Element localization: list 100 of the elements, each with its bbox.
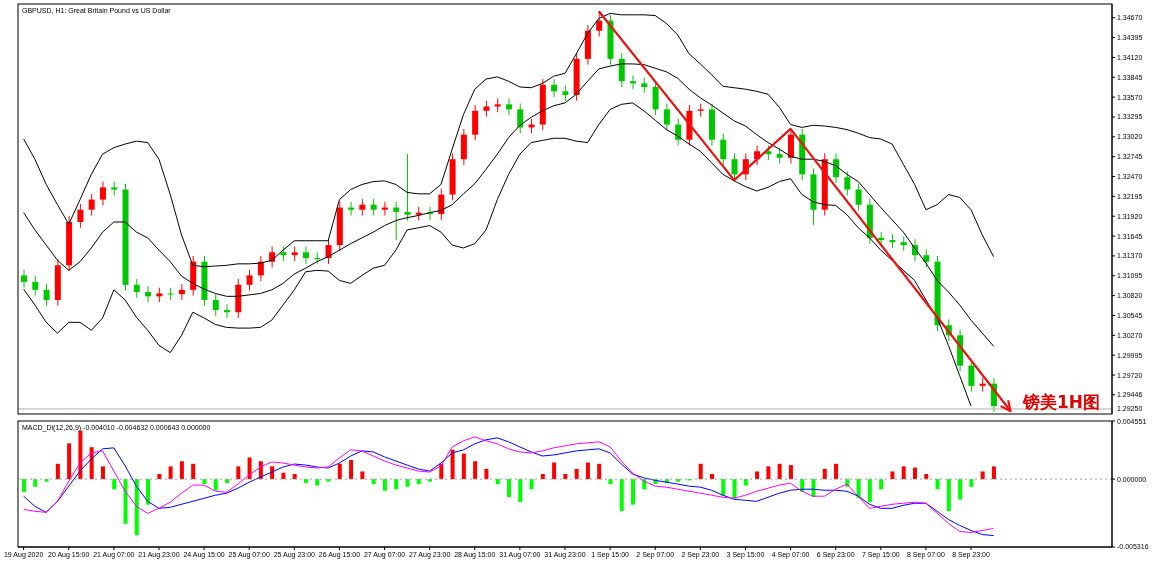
- candlestick: [438, 188, 445, 221]
- candlestick: [99, 181, 106, 206]
- candlestick: [855, 183, 862, 211]
- candlestick: [145, 285, 152, 303]
- bar: [721, 479, 726, 496]
- bar: [461, 453, 466, 480]
- bar: [146, 479, 151, 505]
- bar: [732, 479, 737, 499]
- bar: [890, 471, 895, 480]
- bar: [213, 479, 218, 491]
- bar: [991, 466, 996, 480]
- candlestick: [21, 269, 27, 289]
- bar: [619, 479, 624, 512]
- bar: [22, 479, 26, 492]
- candlestick: [224, 303, 231, 319]
- bar: [969, 479, 974, 487]
- bar: [473, 461, 478, 480]
- bar: [743, 479, 748, 486]
- bar: [382, 479, 387, 491]
- bar: [597, 463, 602, 480]
- bar: [867, 479, 872, 503]
- bar: [980, 471, 985, 480]
- candlestick: [517, 103, 524, 134]
- bar: [405, 479, 410, 487]
- bar: [202, 479, 207, 485]
- bar: [495, 479, 500, 485]
- candlestick: [618, 52, 625, 88]
- candlestick: [720, 133, 727, 166]
- bar: [698, 463, 703, 480]
- bar: [676, 479, 681, 482]
- bar: [540, 474, 545, 480]
- bar: [134, 479, 139, 536]
- bar: [191, 463, 196, 480]
- bar: [112, 479, 117, 490]
- bar: [935, 479, 940, 490]
- bar: [946, 479, 951, 512]
- candlestick: [348, 201, 355, 216]
- bar: [123, 479, 128, 524]
- bar: [631, 479, 636, 505]
- bar: [777, 463, 782, 480]
- bar: [958, 479, 963, 500]
- bar: [755, 471, 760, 480]
- candlestick: [404, 153, 411, 222]
- candlestick: [133, 278, 140, 299]
- candlestick: [505, 98, 512, 116]
- bar: [360, 471, 365, 480]
- candlestick: [269, 246, 276, 268]
- candlestick: [302, 246, 309, 265]
- bar: [416, 479, 421, 485]
- candlestick: [43, 283, 50, 307]
- line-series: [23, 102, 972, 407]
- bar: [574, 468, 579, 480]
- bar: [247, 457, 252, 480]
- candlestick: [88, 193, 95, 216]
- candlestick: [472, 104, 479, 141]
- bar: [394, 479, 399, 490]
- candlestick: [844, 170, 851, 196]
- bar: [924, 474, 929, 480]
- candlestick: [923, 248, 930, 268]
- candlestick: [178, 283, 185, 301]
- bar: [371, 479, 376, 485]
- bar: [33, 479, 38, 487]
- candlestick: [167, 287, 174, 301]
- bar: [912, 467, 917, 480]
- text: 镑美1H图: [1021, 392, 1100, 412]
- candlestick: [663, 103, 670, 131]
- bar: [563, 474, 568, 480]
- bar: [788, 465, 793, 480]
- bar: [834, 463, 839, 480]
- bar: [901, 466, 906, 480]
- bar: [179, 461, 184, 480]
- bar: [326, 479, 331, 482]
- candlestick: [32, 275, 39, 297]
- bar: [879, 479, 884, 490]
- candlestick: [381, 201, 388, 216]
- bar: [292, 474, 297, 480]
- candlestick: [731, 152, 738, 181]
- candlestick: [393, 201, 400, 241]
- bar: [585, 462, 590, 480]
- candlestick: [630, 74, 637, 90]
- bar: [529, 479, 534, 490]
- bar: [337, 463, 342, 480]
- candlestick: [551, 78, 558, 98]
- bar: [822, 468, 827, 480]
- bar: [552, 462, 557, 480]
- bar: [709, 474, 714, 480]
- bar: [506, 479, 511, 497]
- candlestick: [325, 238, 332, 265]
- candlestick: [212, 293, 219, 317]
- bar: [168, 466, 173, 480]
- bar: [518, 479, 523, 503]
- bar: [315, 479, 320, 486]
- bar: [100, 466, 105, 480]
- candlestick: [246, 269, 253, 292]
- candlestick: [77, 203, 84, 229]
- bar: [55, 463, 60, 480]
- bar: [450, 449, 455, 480]
- bar: [236, 466, 241, 480]
- bar: [484, 468, 489, 480]
- bar: [67, 443, 72, 480]
